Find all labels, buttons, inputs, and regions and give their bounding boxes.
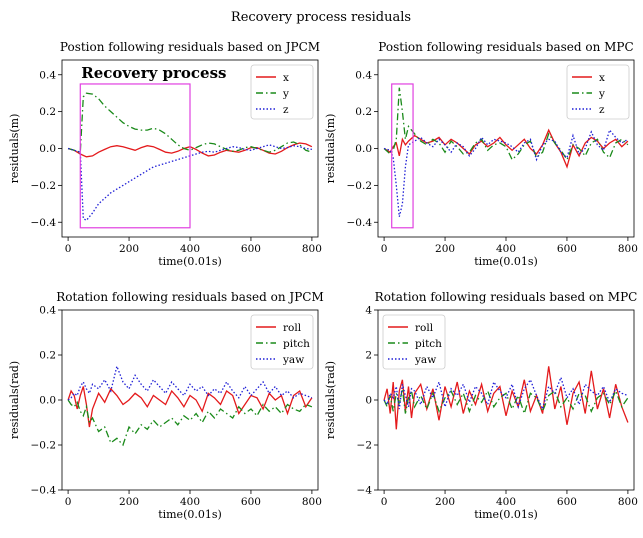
series-line-roll (383, 366, 629, 430)
y-axis-label: residuals(rad) (8, 361, 21, 439)
x-tick-label: 800 (302, 496, 322, 508)
legend-label-x: x (283, 72, 289, 84)
series-line-pitch (67, 399, 313, 447)
y-tick-label: −0.2 (31, 180, 57, 192)
y-tick-label: 0.2 (355, 106, 372, 118)
x-tick-label: 400 (496, 496, 516, 508)
x-tick-label: 200 (119, 243, 139, 255)
y-tick-label: 0.0 (39, 143, 56, 155)
chart-title: Postion following residuals based on JPC… (60, 40, 320, 54)
chart-panel-2: Postion following residuals based on MPC… (324, 40, 638, 268)
y-tick-label: 0.0 (39, 395, 56, 407)
legend-label-roll: roll (283, 322, 302, 334)
series-line-y (67, 92, 313, 154)
y-tick-label: 0.2 (39, 350, 56, 362)
legend-label-y: y (598, 88, 605, 100)
chart-panel-3: Rotation following residuals based on JP… (8, 290, 324, 521)
x-axis-label: time(0.01s) (158, 508, 222, 521)
x-tick-label: 400 (180, 243, 200, 255)
series-line-x (383, 128, 629, 169)
y-axis-label: residuals(m) (324, 114, 337, 184)
x-tick-label: 0 (381, 496, 388, 508)
series-line-yaw (383, 375, 629, 411)
x-tick-label: 200 (119, 496, 139, 508)
x-tick-label: 600 (241, 243, 261, 255)
figure-title: Recovery process residuals (231, 10, 411, 25)
x-tick-label: 0 (381, 243, 388, 255)
series-line-z (67, 144, 312, 222)
y-tick-label: −0.4 (347, 217, 373, 229)
y-axis-label: residuals(rad) (324, 361, 337, 439)
y-tick-label: −0.2 (31, 440, 57, 452)
chart-panel-1: Postion following residuals based on JPC… (8, 40, 322, 268)
x-tick-label: 0 (65, 496, 72, 508)
y-tick-label: 0.2 (39, 106, 56, 118)
x-tick-label: 600 (557, 243, 577, 255)
chart-title: Rotation following residuals based on JP… (56, 290, 324, 304)
x-tick-label: 800 (302, 243, 322, 255)
y-tick-label: 0.4 (39, 69, 56, 81)
y-tick-label: 4 (365, 305, 372, 317)
y-tick-label: −0.2 (347, 180, 373, 192)
y-tick-label: 0.4 (355, 69, 372, 81)
legend-label-z: z (599, 104, 605, 116)
y-tick-label: −0.4 (31, 217, 57, 229)
x-tick-label: 800 (618, 243, 638, 255)
legend-label-yaw: yaw (414, 354, 436, 366)
y-tick-label: 0 (365, 395, 372, 407)
legend-label-pitch: pitch (415, 338, 442, 350)
chart-title: Rotation following residuals based on MP… (375, 290, 638, 304)
x-tick-label: 200 (435, 243, 455, 255)
recovery-highlight-box (79, 83, 191, 229)
x-tick-label: 400 (496, 243, 516, 255)
x-tick-label: 400 (180, 496, 200, 508)
chart-title: Postion following residuals based on MPC (378, 40, 633, 54)
legend-label-roll: roll (415, 322, 434, 334)
chart-panel-4: Rotation following residuals based on MP… (324, 290, 638, 521)
legend-box (250, 64, 314, 120)
series-line-pitch (383, 388, 629, 416)
y-tick-label: −4 (357, 485, 373, 497)
legend-label-z: z (283, 104, 289, 116)
legend-label-yaw: yaw (282, 354, 304, 366)
x-axis-label: time(0.01s) (474, 255, 538, 268)
series-line-y (383, 87, 629, 161)
legend-box (566, 64, 630, 120)
x-tick-label: 600 (241, 496, 261, 508)
annotation-text: Recovery process (81, 64, 226, 82)
x-axis-label: time(0.01s) (474, 508, 538, 521)
x-tick-label: 800 (618, 496, 638, 508)
legend-box (250, 314, 314, 370)
y-tick-label: 0.0 (355, 143, 372, 155)
legend-box (382, 314, 446, 370)
legend-label-x: x (599, 72, 605, 84)
recovery-highlight-box (391, 83, 414, 229)
series-line-roll (67, 386, 313, 428)
x-tick-label: 600 (557, 496, 577, 508)
series-line-z (383, 128, 629, 217)
y-tick-label: 0.4 (39, 305, 56, 317)
x-tick-label: 200 (435, 496, 455, 508)
y-tick-label: 2 (365, 350, 372, 362)
legend-label-pitch: pitch (283, 338, 310, 350)
x-tick-label: 0 (65, 243, 72, 255)
y-axis-label: residuals(m) (8, 114, 21, 184)
y-tick-label: −2 (357, 440, 372, 452)
x-axis-label: time(0.01s) (158, 255, 222, 268)
legend-label-y: y (282, 88, 289, 100)
y-tick-label: −0.4 (31, 485, 57, 497)
